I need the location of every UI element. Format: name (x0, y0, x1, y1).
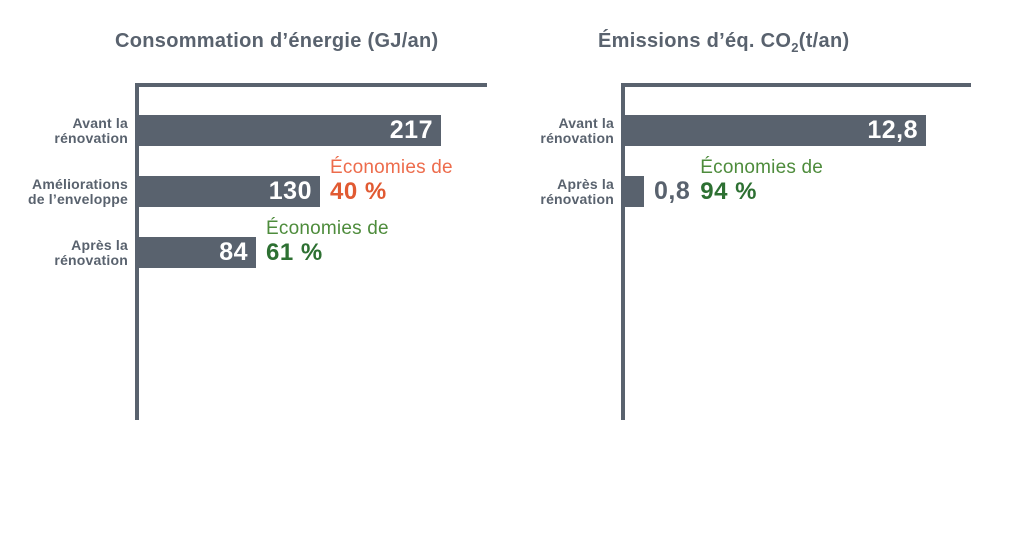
bar: 12,8 (625, 115, 926, 146)
chart-title-text: Consommation d’énergie (GJ/an) (115, 30, 439, 52)
chart-co2-emissions: Émissions d’éq. CO2(t/an) Avant la rénov… (486, 0, 1024, 535)
category-label: Améliorations de l’enveloppe (0, 175, 128, 207)
bar-rows: Avant la rénovation 217 Améliorations de… (28, 87, 487, 298)
chart-title: Émissions d’éq. CO2(t/an) (598, 30, 849, 55)
category-label: Avant la rénovation (425, 114, 614, 146)
savings-label: Économies de (700, 156, 824, 178)
category-label-line1: Avant la (72, 114, 128, 131)
category-label-line2: rénovation (540, 190, 614, 207)
category-label-line1: Après la (557, 175, 614, 192)
bar-value-outside: 0,8 (654, 177, 691, 205)
category-label-line1: Améliorations (32, 175, 128, 192)
category-label-line2: de l’enveloppe (27, 190, 128, 207)
category-label: Après la rénovation (0, 236, 128, 268)
x-axis-line (135, 83, 487, 87)
category-label-line1: Avant la (558, 114, 614, 131)
bar-row-apres: Après la rénovation 0,8 Économies de 94 … (540, 157, 971, 207)
bar-rows: Avant la rénovation 12,8 Après la rénova… (540, 87, 971, 237)
category-label-line2: rénovation (54, 129, 128, 146)
category-label-line2: rénovation (540, 129, 614, 146)
chart-title-suffix: (t/an) (798, 30, 850, 52)
savings-annotation: Économies de 40 % (330, 157, 453, 205)
savings-annotation: Économies de 61 % (266, 218, 389, 266)
bar (625, 176, 644, 207)
chart-energy-consumption: Consommation d’énergie (GJ/an) Avant la … (28, 30, 487, 420)
category-label-line1: Après la (71, 236, 128, 253)
bar-value: 217 (389, 116, 433, 144)
savings-annotation: Économies de 94 % (700, 157, 823, 205)
savings-label: Économies de (330, 156, 453, 178)
savings-percent: 94 % (700, 177, 757, 205)
savings-percent: 61 % (266, 238, 323, 266)
bar-value: 84 (219, 238, 248, 266)
y-axis-line (135, 83, 139, 420)
category-label: Après la rénovation (425, 175, 614, 207)
bar: 84 (139, 237, 256, 268)
bar-row-avant: Avant la rénovation 12,8 (540, 115, 971, 146)
savings-label: Économies de (266, 217, 389, 239)
bar-row-apres: Après la rénovation 84 Économies de 61 % (54, 218, 487, 268)
chart-title-subscript: 2 (791, 40, 799, 55)
bar-row-avant: Avant la rénovation 217 (54, 115, 487, 146)
bar-value: 130 (268, 177, 312, 205)
category-label: Avant la rénovation (0, 114, 128, 146)
bar: 217 (139, 115, 441, 146)
bar-row-ameliorations: Améliorations de l’enveloppe 130 Économi… (28, 157, 487, 207)
bar-value: 12,8 (867, 116, 918, 144)
y-axis-line (621, 83, 625, 420)
x-axis-line (621, 83, 971, 87)
category-label-line2: rénovation (54, 251, 128, 268)
chart-title: Consommation d’énergie (GJ/an) (115, 30, 438, 55)
chart-title-text: Émissions d’éq. CO (598, 30, 792, 52)
savings-percent: 40 % (330, 177, 387, 205)
bar: 130 (139, 176, 320, 207)
